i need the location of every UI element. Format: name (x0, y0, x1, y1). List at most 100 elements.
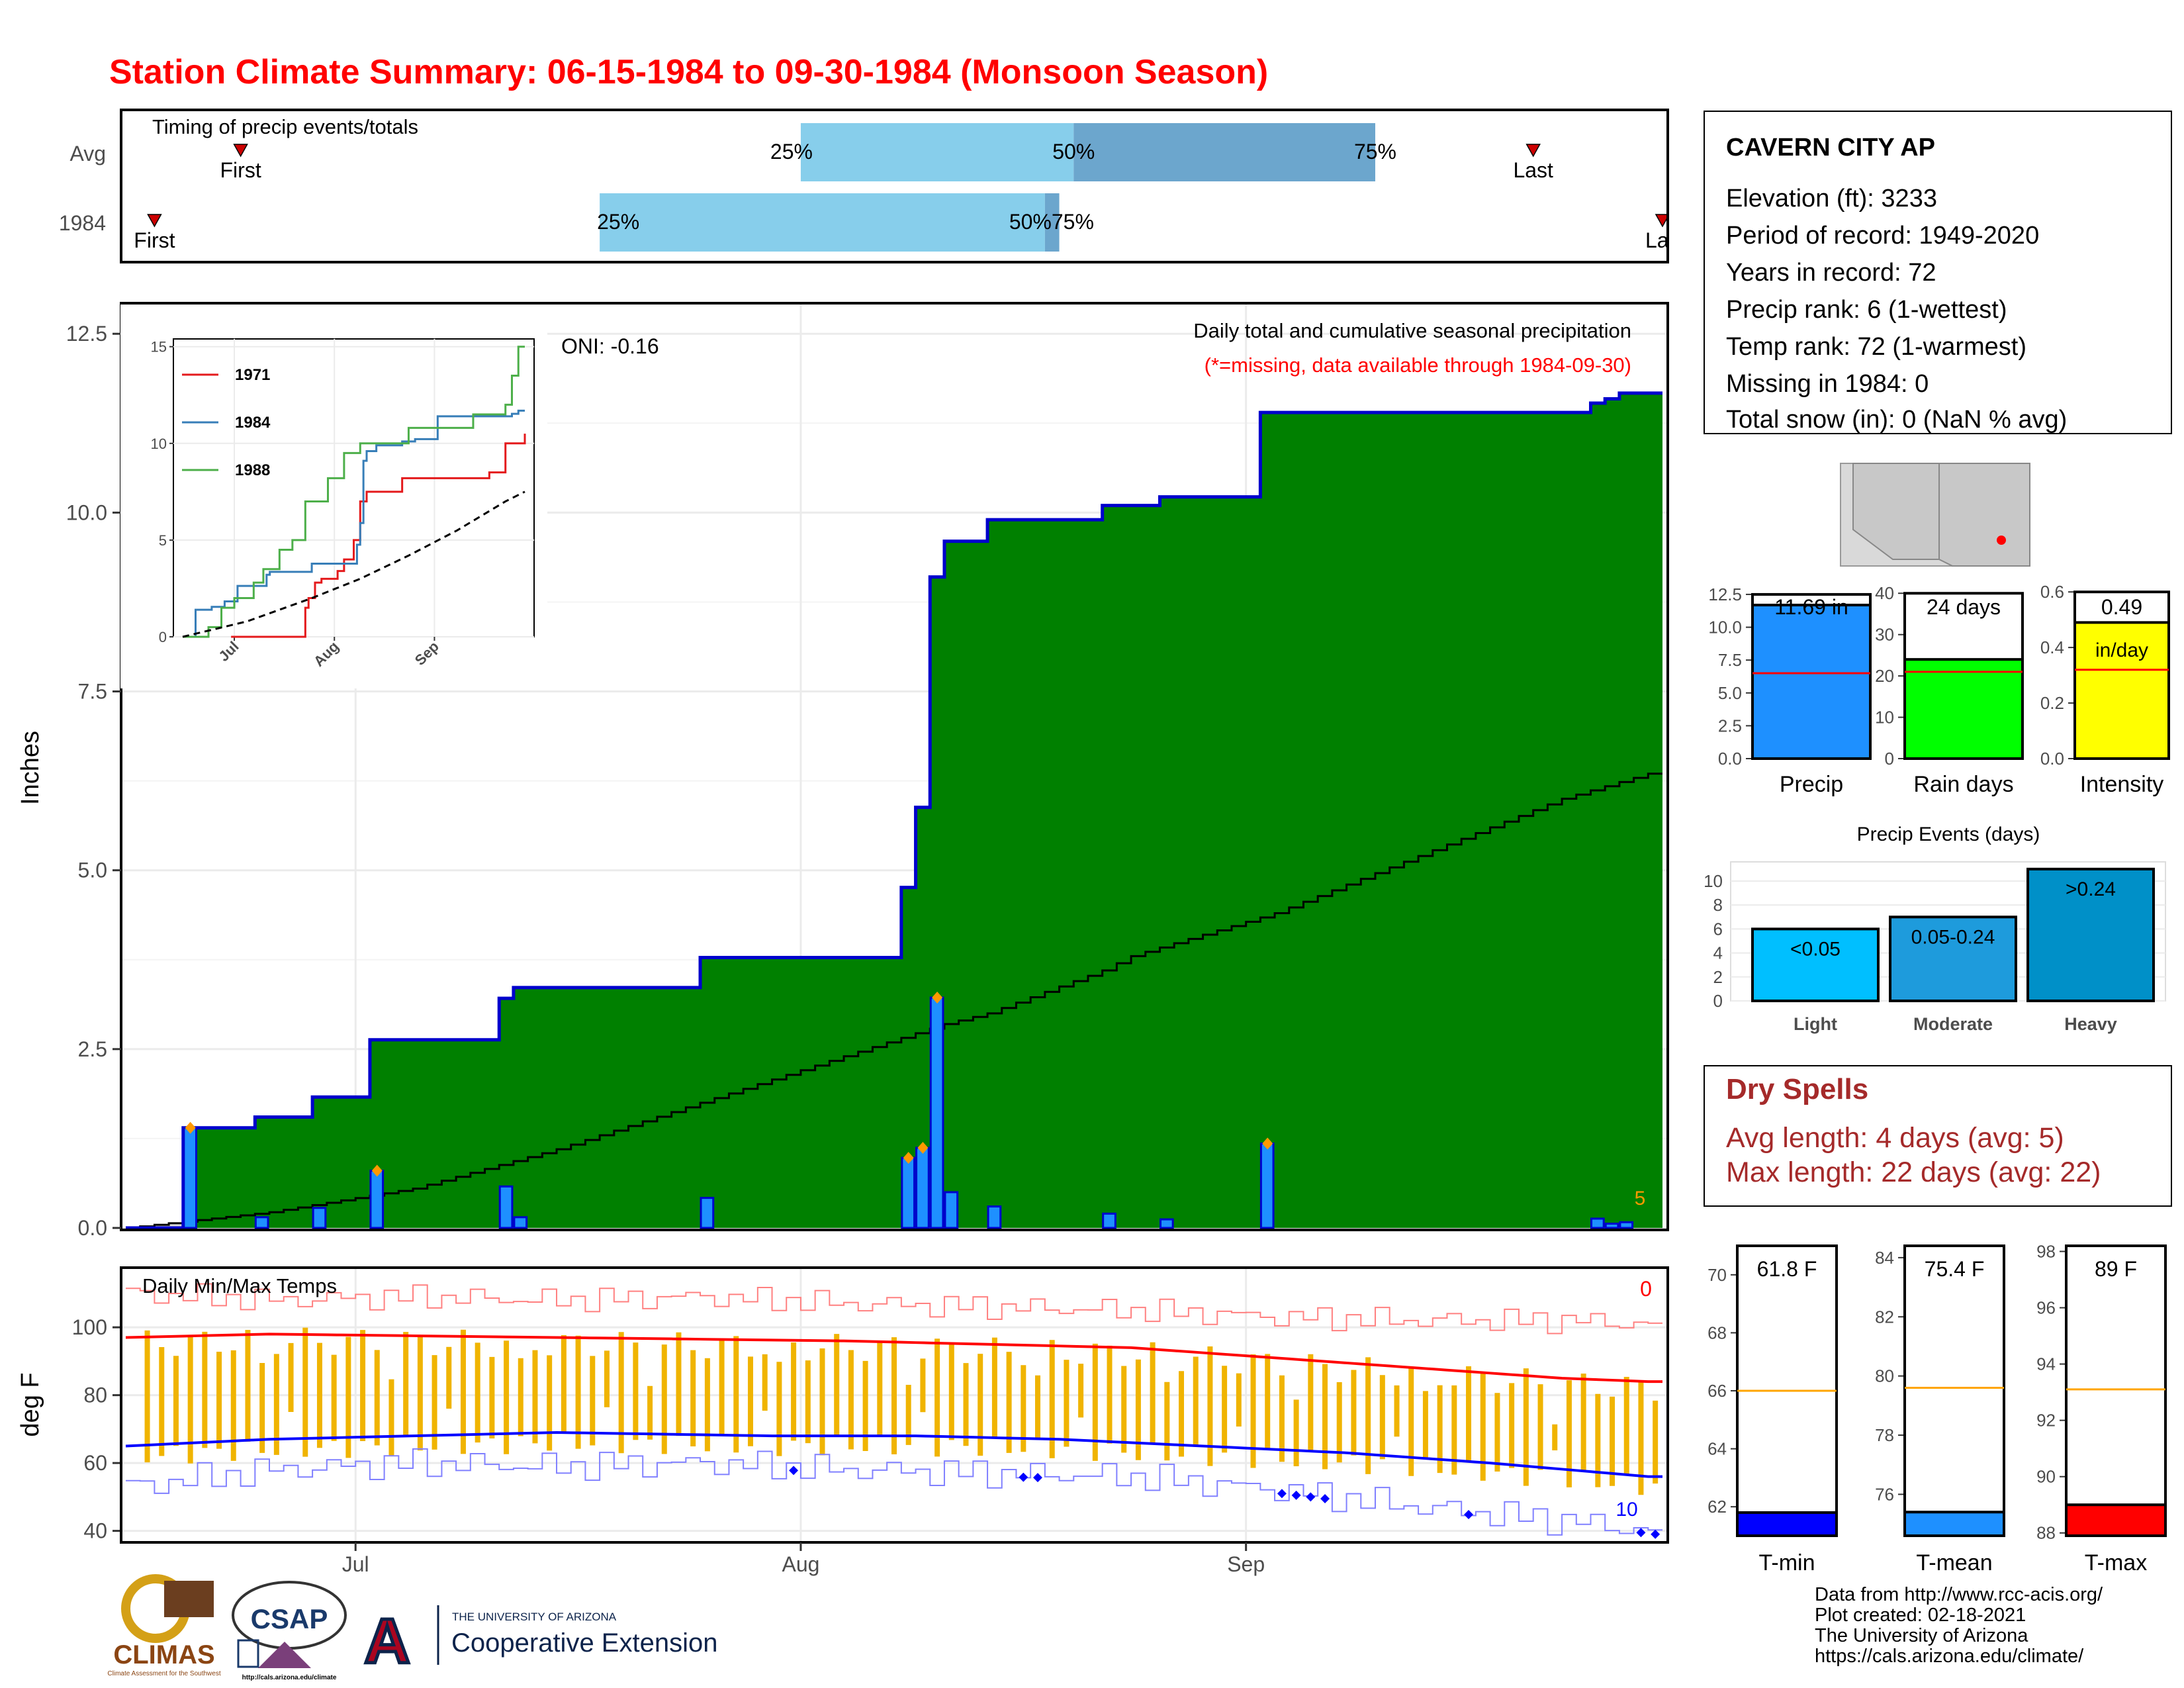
cumulative-area (126, 393, 1662, 1228)
totals-ytick-label: 30 (1875, 625, 1894, 645)
events-ytick-label: 4 (1713, 943, 1723, 963)
tsum-category-label: T-min (1759, 1550, 1815, 1575)
station-frame (1704, 111, 2172, 434)
daily-precip-bar (901, 1156, 916, 1229)
totals-ytick-label: 5.0 (1718, 683, 1742, 703)
temp-ytick-label: 100 (72, 1315, 107, 1339)
temp-frame-outline (120, 1266, 1669, 1544)
credit-url: https://cals.arizona.edu/climate/ (1815, 1646, 2084, 1667)
inset-ytick-label: 5 (159, 532, 167, 549)
precip-y-axis: 0.0 2.5 5.0 7.5 10.0 12.5 (66, 322, 121, 1240)
precip-caption: Daily total and cumulative seasonal prec… (1193, 319, 1631, 342)
climas-logo: CLIMAS Climate Assessment for the Southw… (107, 1574, 221, 1677)
station-name: CAVERN CITY AP (1726, 134, 1935, 162)
daily-precip-bar (369, 1170, 385, 1229)
timing-q50-q75-bar (1073, 123, 1375, 181)
inset-legend-label: 1988 (235, 461, 270, 479)
daily-precip-bar (944, 1191, 959, 1229)
climas-block-icon (164, 1581, 214, 1617)
tsum-ytick-label: 90 (2036, 1467, 2056, 1487)
precip-frame (120, 302, 1669, 1231)
cumulative-line (126, 391, 1662, 1230)
inset-series-1988 (183, 346, 525, 638)
record-max-line (126, 1283, 1662, 1335)
precip-ylabel: Inches (17, 731, 44, 805)
ua-logo: A THE UNIVERSITY OF ARIZONA Cooperative … (363, 1605, 718, 1679)
x-axis-months: Jul Aug Sep (342, 1542, 1265, 1576)
inset-frame (173, 338, 535, 637)
precip-events-chart: Precip Events (days) 0 2 4 6 8 10 <0.05 Light 0.… (1704, 823, 2166, 1034)
timing-last-marker (1655, 214, 1666, 228)
timing-q25-label: 25% (770, 140, 813, 164)
totals-bar-precip (1751, 604, 1872, 760)
station-temp-rank: Temp rank: 72 (1-warmest) (1726, 333, 2026, 361)
tsum-ytick-label: 98 (2036, 1242, 2056, 1262)
record-min-marker (1019, 1472, 1028, 1482)
oni-label: ONI: -0.16 (561, 334, 659, 358)
tsum-ytick-label: 94 (2036, 1354, 2056, 1374)
daily-max-marker (917, 1141, 929, 1154)
inset-avg-line (182, 491, 525, 638)
tsum-ytick-label: 78 (1875, 1425, 1894, 1445)
timing-first-marker (233, 144, 248, 158)
daily-precip-bar (498, 1185, 514, 1229)
record-min-marker (1464, 1510, 1474, 1520)
precip-ytick-label: 5.0 (78, 859, 107, 882)
timing-q25-q50-bar (800, 123, 1074, 181)
events-ytick-label: 6 (1713, 919, 1723, 939)
events-category-label: Moderate (1913, 1014, 1993, 1034)
locator-map (1840, 463, 2030, 567)
dry-spells-avg: Avg length: 4 days (avg: 5) (1726, 1122, 2064, 1154)
tsum-category-label: T-mean (1916, 1550, 1992, 1575)
daily-max-marker (371, 1164, 383, 1177)
precip-panel: 0.0 2.5 5.0 7.5 10.0 12.5 Inches ONI: -0.16 D… (17, 302, 1669, 1240)
tsum-ytick-label: 70 (1707, 1265, 1727, 1285)
ua-line1: THE UNIVERSITY OF ARIZONA (452, 1611, 617, 1623)
events-ytick-label: 10 (1704, 871, 1723, 891)
climas-wordmark: CLIMAS (113, 1640, 214, 1669)
totals-ytick-label: 7.5 (1718, 650, 1742, 670)
totals-bar-rain-days (1903, 658, 2024, 761)
record-min-marker (1306, 1492, 1316, 1502)
avg-max-line (125, 1333, 1662, 1383)
xtick-label: Jul (342, 1552, 369, 1576)
totals-ytick-label: 40 (1875, 583, 1894, 603)
avg-min-line (125, 1430, 1662, 1478)
temp-ytick-label: 60 (83, 1451, 107, 1475)
csap-url: http://cals.arizona.edu/climate (242, 1674, 337, 1681)
events-category-label: Heavy (2064, 1014, 2117, 1034)
totals-value-label: 24 days (1927, 595, 2001, 619)
timing-last-marker (1525, 144, 1541, 158)
station-precip-rank: Precip rank: 6 (1-wettest) (1726, 296, 2007, 324)
tsum-value-label: 61.8 F (1757, 1257, 1817, 1281)
totals-category-label: Rain days (1913, 772, 2013, 797)
events-bar-moderate (1889, 915, 2017, 1003)
inset-ytick-label: 0 (159, 629, 167, 645)
tsum-ytick-label: 68 (1707, 1323, 1727, 1342)
events-bar-label: <0.05 (1790, 938, 1841, 960)
credit-created: Plot created: 02-18-2021 (1815, 1605, 2026, 1626)
daily-precip-bar (915, 1147, 930, 1229)
record-min-marker (789, 1466, 799, 1476)
timing-q50-label: 50% (1052, 140, 1095, 164)
daily-precip-bar (312, 1207, 327, 1229)
totals-ytick-label: 10 (1875, 708, 1894, 727)
tsum-frame (2065, 1244, 2167, 1537)
events-ytick-label: 2 (1713, 967, 1723, 987)
record-min-marker (1277, 1489, 1287, 1499)
totals-category-label: Intensity (2080, 772, 2164, 797)
inset-series (182, 346, 526, 638)
totals-unit-label: in/day (2095, 639, 2148, 661)
totals-ytick-label: 12.5 (1708, 585, 1742, 604)
daily-precip-bars (183, 992, 1634, 1229)
dry-spells: Dry Spells Avg length: 4 days (avg: 5) M… (1704, 1065, 2172, 1207)
tsum-ytick-label: 62 (1707, 1497, 1727, 1517)
timing-q25-q50-bar (600, 193, 1045, 252)
ua-letter-icon: A (364, 1606, 410, 1677)
precip-ytick-label: 2.5 (78, 1037, 107, 1061)
timing-last-label: La (1645, 228, 1669, 252)
temp-panel: 40 60 80 100 Daily Min/Max Temps 0 10 deg F… (17, 1266, 1669, 1576)
